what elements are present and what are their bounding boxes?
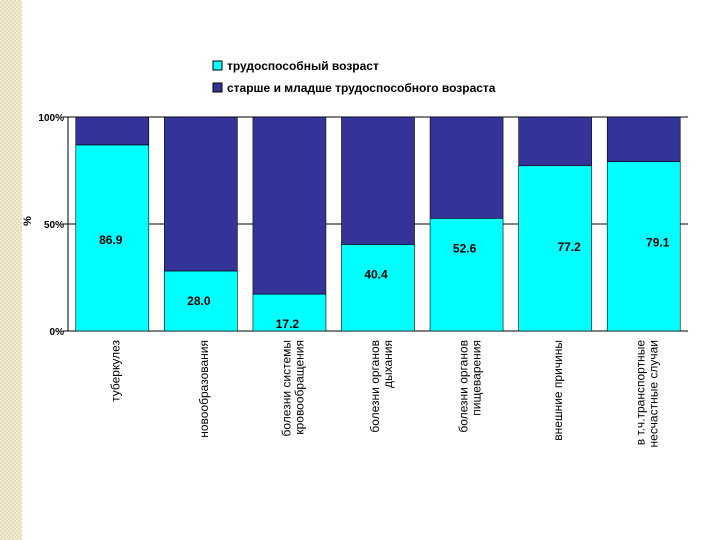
bar-non-working-age [429,116,504,219]
category-label: туберкулез [108,340,122,402]
category-label: внешние причины [551,340,565,441]
decorative-side-strip [0,0,22,540]
bar-working-age [341,244,415,332]
data-label: 17.2 [276,317,300,331]
legend: трудоспособный возраст старше и младше т… [212,59,496,95]
category-label-line: в т.ч.транспортные [634,340,648,446]
legend-swatch-working-age [212,60,223,71]
data-label: 79.1 [646,236,670,250]
legend-label-non-working-age: старше и младше трудоспособного возраста [227,81,496,95]
category-label: в т.ч.транспортныенесчастные случаи [634,340,661,448]
bar-non-working-age [341,116,415,245]
data-label: 40.4 [364,268,388,282]
data-label: 86.9 [99,233,123,247]
data-label: 52.6 [453,241,477,255]
bar-working-age [164,270,238,332]
y-axis-title: % [22,216,34,226]
category-label-line: дыхания [381,340,395,388]
data-label: 77.2 [557,240,581,254]
category-label: новообразования [197,340,211,438]
bar-non-working-age [606,116,681,163]
category-label-line: болезни системы [279,340,293,436]
bar-non-working-age [164,116,238,272]
bar-working-age [429,218,504,332]
category-label-line: пищеварения [470,340,484,416]
bar-working-age [75,144,150,332]
category-label-line: кровообращения [292,340,306,435]
bar-non-working-age [518,116,592,167]
category-label: болезни органовпищеварения [457,340,484,433]
y-tick-label: 0% [50,327,65,338]
category-label-line: туберкулез [108,340,122,402]
category-label-line: болезни органов [368,340,382,433]
bar-working-age [252,293,327,332]
bar-working-age [606,161,681,332]
data-label: 28.0 [187,294,211,308]
bar-non-working-age [75,116,150,146]
y-tick-label: 50% [44,220,64,231]
category-label: болезни органовдыхания [368,340,395,433]
legend-swatch-non-working-age [212,82,223,93]
y-tick-label: 100% [38,113,64,124]
bar-non-working-age [252,116,327,295]
category-label-line: новообразования [197,340,211,438]
category-label-line: внешние причины [551,340,565,441]
category-label-line: болезни органов [457,340,471,433]
legend-label-working-age: трудоспособный возраст [227,59,379,73]
bar-working-age [518,165,592,332]
category-label-line: несчастные случаи [647,340,661,447]
category-label: болезни системыкровообращения [279,340,306,436]
